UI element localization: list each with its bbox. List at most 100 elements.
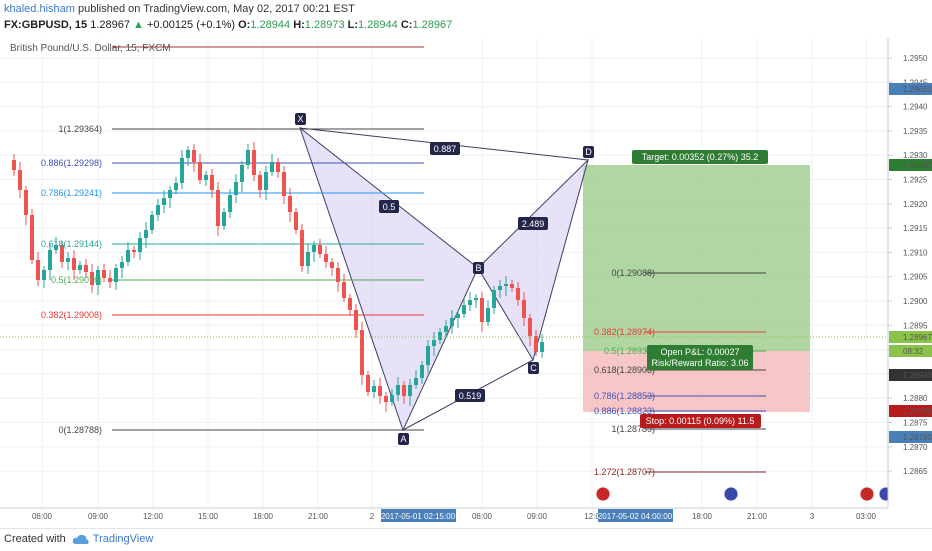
- uk-flag-icon: [859, 486, 875, 502]
- candle-body: [162, 198, 166, 205]
- price-marker-box: [889, 159, 932, 171]
- candle-body: [138, 238, 142, 252]
- quote-line: FX:GBPUSD, 15 1.28967 ▲ +0.00125 (+0.1%)…: [4, 19, 452, 31]
- candle-body: [156, 205, 160, 215]
- time-tick-label: 2: [370, 512, 375, 521]
- fib-left-label: 0.618(1.29144): [41, 239, 102, 249]
- candle-body: [492, 290, 496, 308]
- time-tick-label: 21:00: [747, 512, 768, 521]
- target-label: Target: 0.00352 (0.27%) 35.2: [642, 152, 759, 162]
- candle-body: [306, 252, 310, 266]
- chart-canvas[interactable]: 1(1.29364) 0.886(1.29298) 0.786(1.29241)…: [0, 0, 932, 528]
- candle-body: [168, 190, 172, 198]
- candle-body: [354, 310, 358, 330]
- candle-body: [252, 150, 256, 175]
- symbol-label[interactable]: FX:GBPUSD, 15: [4, 19, 88, 31]
- price-change: +0.00125 (+0.1%): [146, 19, 236, 31]
- time-tick-label: 09:00: [527, 512, 548, 521]
- fib-left[interactable]: [112, 46, 424, 431]
- uk-flag-icon: [595, 486, 611, 502]
- price-marker-box: [889, 331, 932, 343]
- candle-body: [432, 340, 436, 346]
- candle-body: [216, 190, 220, 226]
- price-marker-label: 08:32: [903, 347, 924, 356]
- candle-body: [210, 175, 214, 190]
- fib-left-labels: 1(1.29364) 0.886(1.29298) 0.786(1.29241)…: [41, 124, 102, 435]
- ratio-xd: 0.887: [434, 144, 457, 154]
- candle-body: [30, 215, 34, 260]
- candle-body: [228, 195, 232, 212]
- series-legend: British Pound/U.S. Dollar, 15, FXCM: [10, 43, 171, 54]
- price-marker-box: [889, 431, 932, 443]
- time-highlight-start: 2017-05-01 02:15:00: [381, 512, 456, 521]
- fib-left-label: 0.886(1.29298): [41, 158, 102, 168]
- price-tick-label: 1.2920: [903, 200, 928, 209]
- profit-zone[interactable]: [583, 165, 810, 351]
- point-d: D: [585, 147, 592, 157]
- tradingview-brand: TradingView: [92, 533, 154, 545]
- candle-body: [420, 365, 424, 378]
- price-tick-label: 1.2925: [903, 176, 928, 185]
- price-tick-label: 1.2895: [903, 321, 928, 330]
- fib-left-label: 0.786(1.29241): [41, 188, 102, 198]
- fib-right-labels: 0(1.29088) 0.382(1.28974) 0.5(1.28939) 0…: [594, 268, 655, 477]
- author-link[interactable]: khaled.hisham: [4, 3, 75, 15]
- time-tick-label: 12:0: [584, 512, 600, 521]
- candle-body: [276, 162, 280, 172]
- time-tick-label: 18:00: [253, 512, 274, 521]
- open-pnl-label: Open P&L: 0.00027: [660, 347, 739, 357]
- candle-body: [294, 212, 298, 230]
- point-b: B: [475, 263, 481, 273]
- price-axis[interactable]: [888, 38, 932, 508]
- candle-body: [522, 300, 526, 318]
- pattern-ratio-tags: 0.887 0.5 2.489 0.519: [379, 142, 548, 402]
- candle-body: [240, 165, 244, 182]
- point-a: A: [400, 434, 406, 444]
- candle-body: [468, 300, 472, 305]
- price-tick-label: 1.2865: [903, 467, 928, 476]
- chart-header: khaled.hisham published on TradingView.c…: [0, 0, 932, 38]
- fib-right-label: 0.5(1.28939): [604, 346, 655, 356]
- candle-body: [132, 250, 136, 252]
- event-flags[interactable]: [595, 486, 894, 502]
- price-tick-label: 1.2910: [903, 248, 928, 257]
- candle-body: [222, 212, 226, 226]
- fib-left-label: 0.382(1.29008): [41, 310, 102, 320]
- time-tick-label: 03:00: [856, 512, 877, 521]
- candle-body: [18, 170, 22, 190]
- candle-body: [336, 268, 340, 282]
- candle-body: [90, 272, 94, 285]
- publish-info: khaled.hisham published on TradingView.c…: [4, 3, 355, 15]
- candle-body: [108, 278, 112, 282]
- candle-body: [144, 230, 148, 238]
- candle-body: [438, 332, 442, 340]
- low-value: 1.28944: [358, 19, 398, 31]
- candle-body: [396, 385, 400, 395]
- candle-body: [312, 245, 316, 252]
- candle-body: [174, 183, 178, 190]
- position-tags: Target: 0.00352 (0.27%) 35.2 Open P&L: 0…: [632, 150, 768, 428]
- price-marker-box: [889, 405, 932, 417]
- price-marker-label: 1.28940: [903, 371, 932, 380]
- price-tick-label: 1.2880: [903, 394, 928, 403]
- rr-label: Risk/Reward Ratio: 3.06: [651, 358, 748, 368]
- candle-body: [234, 182, 238, 195]
- candle-body: [342, 282, 346, 298]
- candle-body: [282, 172, 286, 196]
- created-with: Created with TradingView: [4, 533, 153, 545]
- candle-body: [12, 160, 16, 170]
- candle-body: [402, 385, 406, 396]
- high-label: H:: [293, 19, 305, 31]
- price-marker-label: 1.28967: [903, 333, 932, 342]
- candle-body: [504, 284, 508, 286]
- candle-body: [366, 375, 370, 392]
- price-tick-label: 1.2900: [903, 297, 928, 306]
- candlestick-series[interactable]: [12, 142, 544, 412]
- price-marker-label: 1.28793: [903, 433, 932, 442]
- candle-body: [264, 172, 268, 190]
- price-tick-label: 1.2905: [903, 273, 928, 282]
- candle-body: [180, 158, 184, 183]
- price-tick-label: 1.2930: [903, 151, 928, 160]
- tradingview-logo[interactable]: TradingView: [72, 533, 154, 545]
- point-c: C: [530, 363, 537, 373]
